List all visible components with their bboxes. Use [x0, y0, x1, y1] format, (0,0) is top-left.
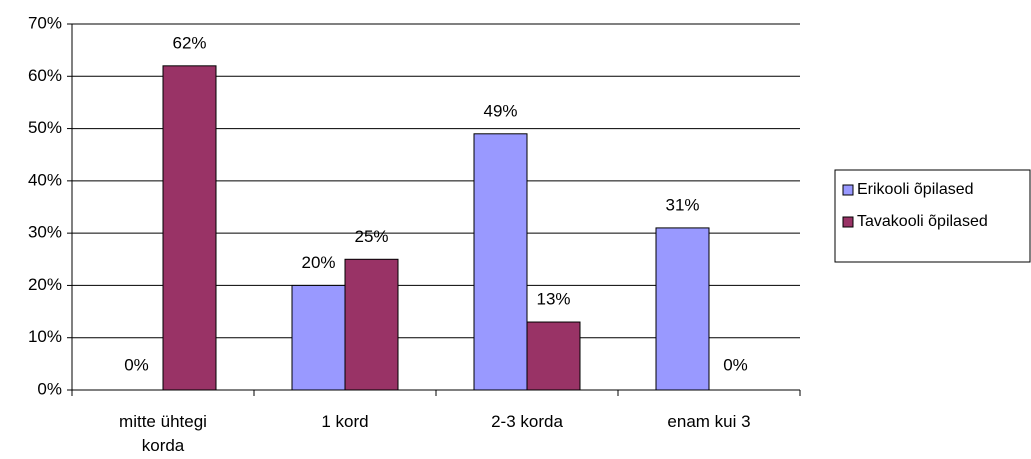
value-label: 49% — [483, 101, 517, 120]
y-tick-label: 0% — [37, 379, 62, 398]
bar — [526, 321, 581, 391]
value-label: 20% — [301, 253, 335, 272]
x-tick-label: 2-3 korda — [491, 412, 563, 431]
bar — [344, 258, 399, 391]
y-tick-label: 20% — [28, 275, 62, 294]
bar — [655, 227, 710, 391]
legend-swatch — [842, 216, 854, 228]
bar — [162, 65, 217, 391]
x-tick-label: 1 kord — [321, 412, 369, 431]
bar — [291, 284, 346, 391]
value-label: 0% — [723, 355, 748, 374]
y-tick-label: 70% — [28, 13, 62, 32]
legend-swatch — [842, 184, 854, 196]
x-tick-label: mitte ühtegi korda — [119, 412, 207, 455]
y-tick-label: 40% — [28, 170, 62, 189]
value-label: 13% — [536, 290, 570, 309]
value-label: 0% — [124, 355, 149, 374]
legend-label: Tavakooli õpilased — [857, 213, 988, 230]
y-tick-label: 10% — [28, 327, 62, 346]
x-tick-label: enam kui 3 — [667, 412, 751, 431]
bar — [473, 133, 528, 391]
value-label: 62% — [172, 33, 206, 52]
y-tick-label: 50% — [28, 118, 62, 137]
legend-label: Erikooli õpilased — [857, 181, 974, 198]
value-label: 25% — [354, 227, 388, 246]
y-tick-label: 30% — [28, 223, 62, 242]
value-label: 31% — [665, 195, 699, 214]
y-tick-label: 60% — [28, 66, 62, 85]
legend-box — [834, 169, 1031, 263]
